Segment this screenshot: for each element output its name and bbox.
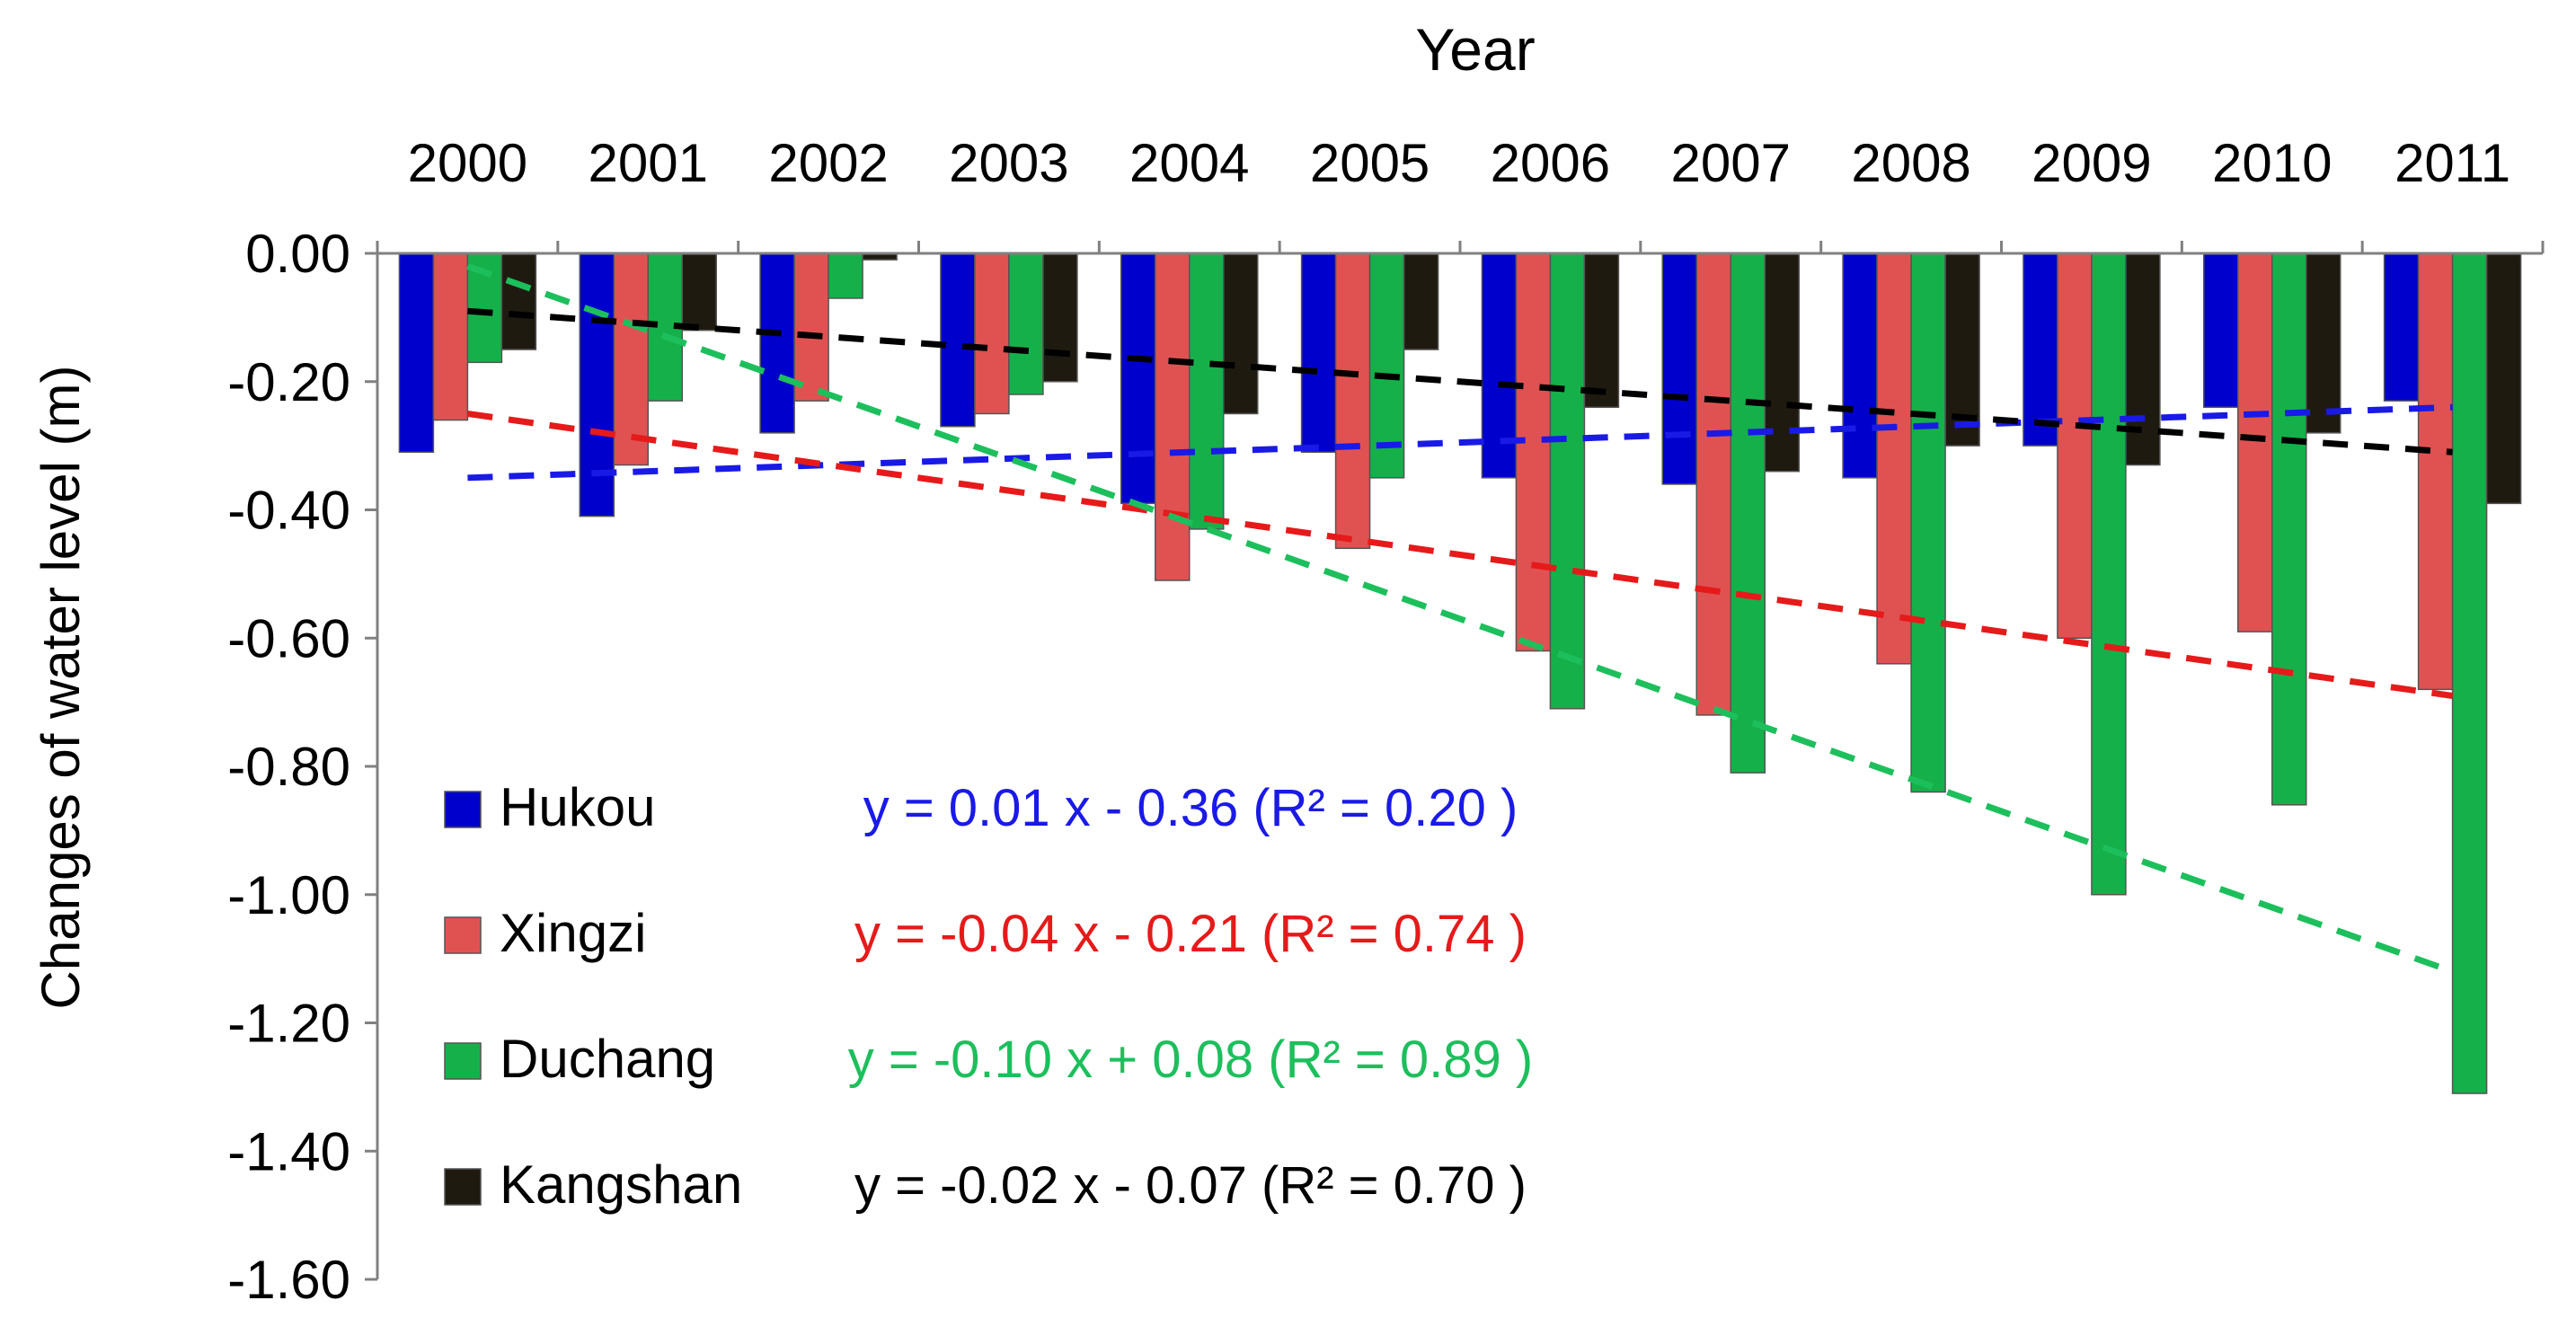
x-tick-label-2011: 2011 bbox=[2395, 133, 2510, 193]
x-axis-title: Year bbox=[1415, 16, 1535, 83]
bar-hukou-2000 bbox=[398, 252, 435, 454]
bar-xingzi-2003 bbox=[974, 252, 1010, 415]
y-axis-title: Changes of water level (m) bbox=[31, 366, 91, 1010]
bar-duchang-2003 bbox=[1008, 252, 1044, 395]
legend: Hukou y = 0.01 x - 0.36 (R² = 0.20 ) Xingz… bbox=[444, 777, 1533, 1215]
trend-equation-hukou: y = 0.01 x - 0.36 (R² = 0.20 ) bbox=[863, 779, 1518, 837]
trendline-kangshan bbox=[467, 307, 2453, 456]
legend-label-kangshan: Kangshan bbox=[500, 1154, 742, 1215]
x-tick-label-2009: 2009 bbox=[2032, 133, 2151, 193]
bar-hukou-2008 bbox=[1842, 252, 1878, 479]
bar-hukou-2003 bbox=[940, 252, 976, 428]
bar-xingzi-2011 bbox=[2417, 252, 2454, 691]
trendlines-group bbox=[466, 262, 2454, 975]
legend-label-duchang: Duchang bbox=[500, 1029, 715, 1089]
bar-kangshan-2005 bbox=[1403, 252, 1439, 350]
bar-duchang-2010 bbox=[2271, 252, 2307, 806]
x-tick-label-2008: 2008 bbox=[1851, 133, 1970, 193]
bar-hukou-2004 bbox=[1120, 252, 1156, 505]
bar-xingzi-2005 bbox=[1334, 252, 1371, 550]
y-tick-label: -1.00 bbox=[227, 865, 350, 925]
bar-xingzi-2006 bbox=[1515, 252, 1552, 652]
y-tick-label: -1.40 bbox=[227, 1121, 350, 1181]
bar-xingzi-2000 bbox=[432, 252, 469, 421]
y-tick-label: -0.40 bbox=[227, 481, 350, 541]
bar-duchang-2002 bbox=[828, 252, 863, 299]
x-tick-label-2002: 2002 bbox=[768, 133, 888, 193]
trendline-xingzi bbox=[466, 410, 2454, 699]
bar-hukou-2010 bbox=[2203, 252, 2239, 409]
bar-kangshan-2006 bbox=[1583, 252, 1620, 409]
bar-xingzi-2007 bbox=[1695, 252, 1731, 716]
bar-xingzi-2002 bbox=[793, 252, 829, 402]
bar-kangshan-2010 bbox=[2306, 252, 2341, 434]
x-tick-label-2010: 2010 bbox=[2212, 133, 2332, 193]
trend-equation-xingzi: y = -0.04 x - 0.21 (R² = 0.74 ) bbox=[854, 905, 1527, 963]
bar-kangshan-2001 bbox=[681, 252, 717, 332]
bar-xingzi-2008 bbox=[1876, 252, 1912, 665]
y-tick-label: -0.80 bbox=[227, 737, 350, 797]
y-tick-label: -1.20 bbox=[227, 994, 350, 1054]
legend-swatch-kangshan bbox=[444, 1168, 482, 1206]
bar-kangshan-2007 bbox=[1764, 252, 1800, 473]
bar-kangshan-2004 bbox=[1223, 252, 1259, 415]
bars-group bbox=[398, 252, 2522, 1094]
bar-xingzi-2004 bbox=[1155, 252, 1191, 581]
bar-xingzi-2001 bbox=[613, 252, 649, 466]
bar-xingzi-2010 bbox=[2237, 252, 2273, 632]
legend-label-hukou: Hukou bbox=[500, 777, 655, 837]
bar-hukou-2009 bbox=[2023, 252, 2058, 447]
bar-hukou-2002 bbox=[759, 252, 795, 434]
x-tick-label-2005: 2005 bbox=[1310, 133, 1430, 193]
bar-kangshan-2000 bbox=[500, 252, 537, 350]
x-tick-label-2001: 2001 bbox=[589, 133, 708, 193]
bar-hukou-2011 bbox=[2383, 252, 2420, 402]
bar-hukou-2001 bbox=[579, 252, 615, 517]
x-tick-label-2000: 2000 bbox=[408, 133, 527, 193]
bar-xingzi-2009 bbox=[2057, 252, 2093, 639]
legend-swatch-hukou bbox=[444, 791, 482, 828]
x-tick-label-2004: 2004 bbox=[1129, 133, 1249, 193]
trend-equation-kangshan: y = -0.02 x - 0.07 (R² = 0.70 ) bbox=[854, 1156, 1527, 1215]
bar-kangshan-2008 bbox=[1944, 252, 1980, 447]
bar-duchang-2006 bbox=[1549, 252, 1586, 710]
bar-duchang-2005 bbox=[1368, 252, 1405, 479]
x-tick-label-2006: 2006 bbox=[1491, 133, 1610, 193]
bar-duchang-2009 bbox=[2091, 252, 2127, 896]
y-tick-label: -0.60 bbox=[227, 608, 350, 668]
bar-hukou-2007 bbox=[1661, 252, 1697, 485]
bar-kangshan-2003 bbox=[1042, 252, 1078, 383]
y-tick-label: -1.60 bbox=[227, 1250, 350, 1310]
trend-equation-duchang: y = -0.10 x + 0.08 (R² = 0.89 ) bbox=[848, 1031, 1533, 1089]
y-tick-label: 0.00 bbox=[245, 224, 350, 284]
legend-label-xingzi: Xingzi bbox=[500, 903, 646, 963]
y-tick-label: -0.20 bbox=[227, 352, 350, 412]
trendline-hukou bbox=[467, 403, 2453, 482]
bar-duchang-2004 bbox=[1189, 252, 1225, 530]
bar-duchang-2007 bbox=[1730, 252, 1766, 774]
bar-hukou-2005 bbox=[1300, 252, 1337, 454]
bar-kangshan-2009 bbox=[2125, 252, 2161, 466]
trendline-duchang bbox=[466, 262, 2454, 975]
x-tick-label-2003: 2003 bbox=[949, 133, 1068, 193]
x-tick-label-2007: 2007 bbox=[1671, 133, 1791, 193]
legend-swatch-duchang bbox=[444, 1042, 482, 1080]
bar-kangshan-2011 bbox=[2485, 252, 2522, 505]
bar-hukou-2006 bbox=[1481, 252, 1518, 479]
axes-group: 0.00 -0.20 -0.40 -0.60 -0.80 -1.00 -1.20 -1.40 -… bbox=[227, 133, 2545, 1310]
bar-duchang-2011 bbox=[2451, 252, 2488, 1094]
legend-swatch-xingzi bbox=[444, 916, 482, 954]
bar-duchang-2008 bbox=[1910, 252, 1946, 793]
